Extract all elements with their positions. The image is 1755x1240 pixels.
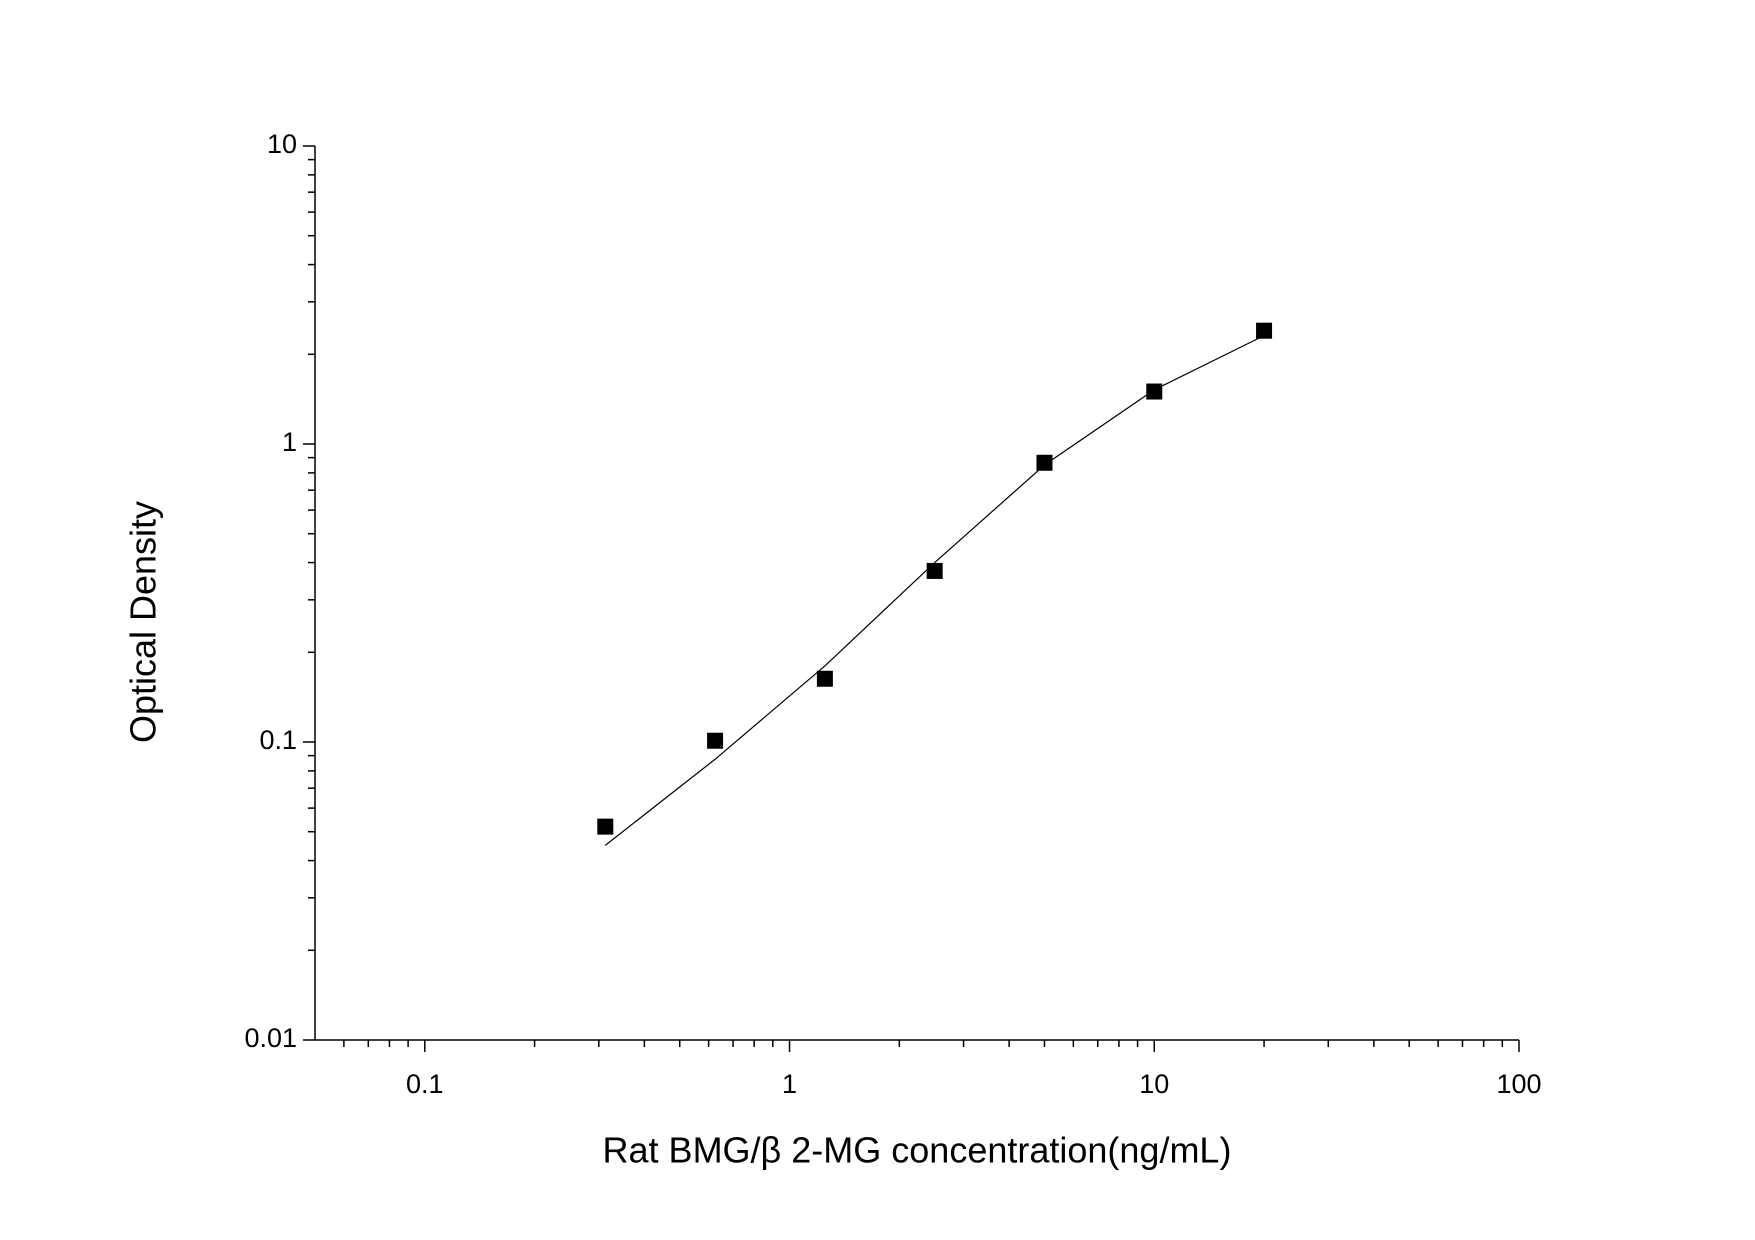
x-tick-label: 0.1 xyxy=(406,1069,444,1099)
y-tick-label: 1 xyxy=(282,427,297,457)
y-axis-title: Optical Density xyxy=(123,501,164,743)
x-tick-label: 1 xyxy=(782,1069,797,1099)
data-point xyxy=(1256,322,1273,339)
data-point xyxy=(926,562,943,579)
y-tick-label: 0.01 xyxy=(244,1023,297,1053)
data-point xyxy=(707,732,724,749)
data-point xyxy=(1036,454,1053,471)
x-tick-label: 10 xyxy=(1139,1069,1169,1099)
data-point xyxy=(816,670,833,687)
x-tick-label: 100 xyxy=(1496,1069,1541,1099)
y-tick-label: 10 xyxy=(267,129,297,159)
y-tick-label: 0.1 xyxy=(259,725,297,755)
data-point xyxy=(1146,383,1163,400)
data-point xyxy=(597,818,614,835)
fit-curve xyxy=(604,335,1265,846)
x-axis-title: Rat BMG/β 2-MG concentration(ng/mL) xyxy=(603,1130,1232,1171)
